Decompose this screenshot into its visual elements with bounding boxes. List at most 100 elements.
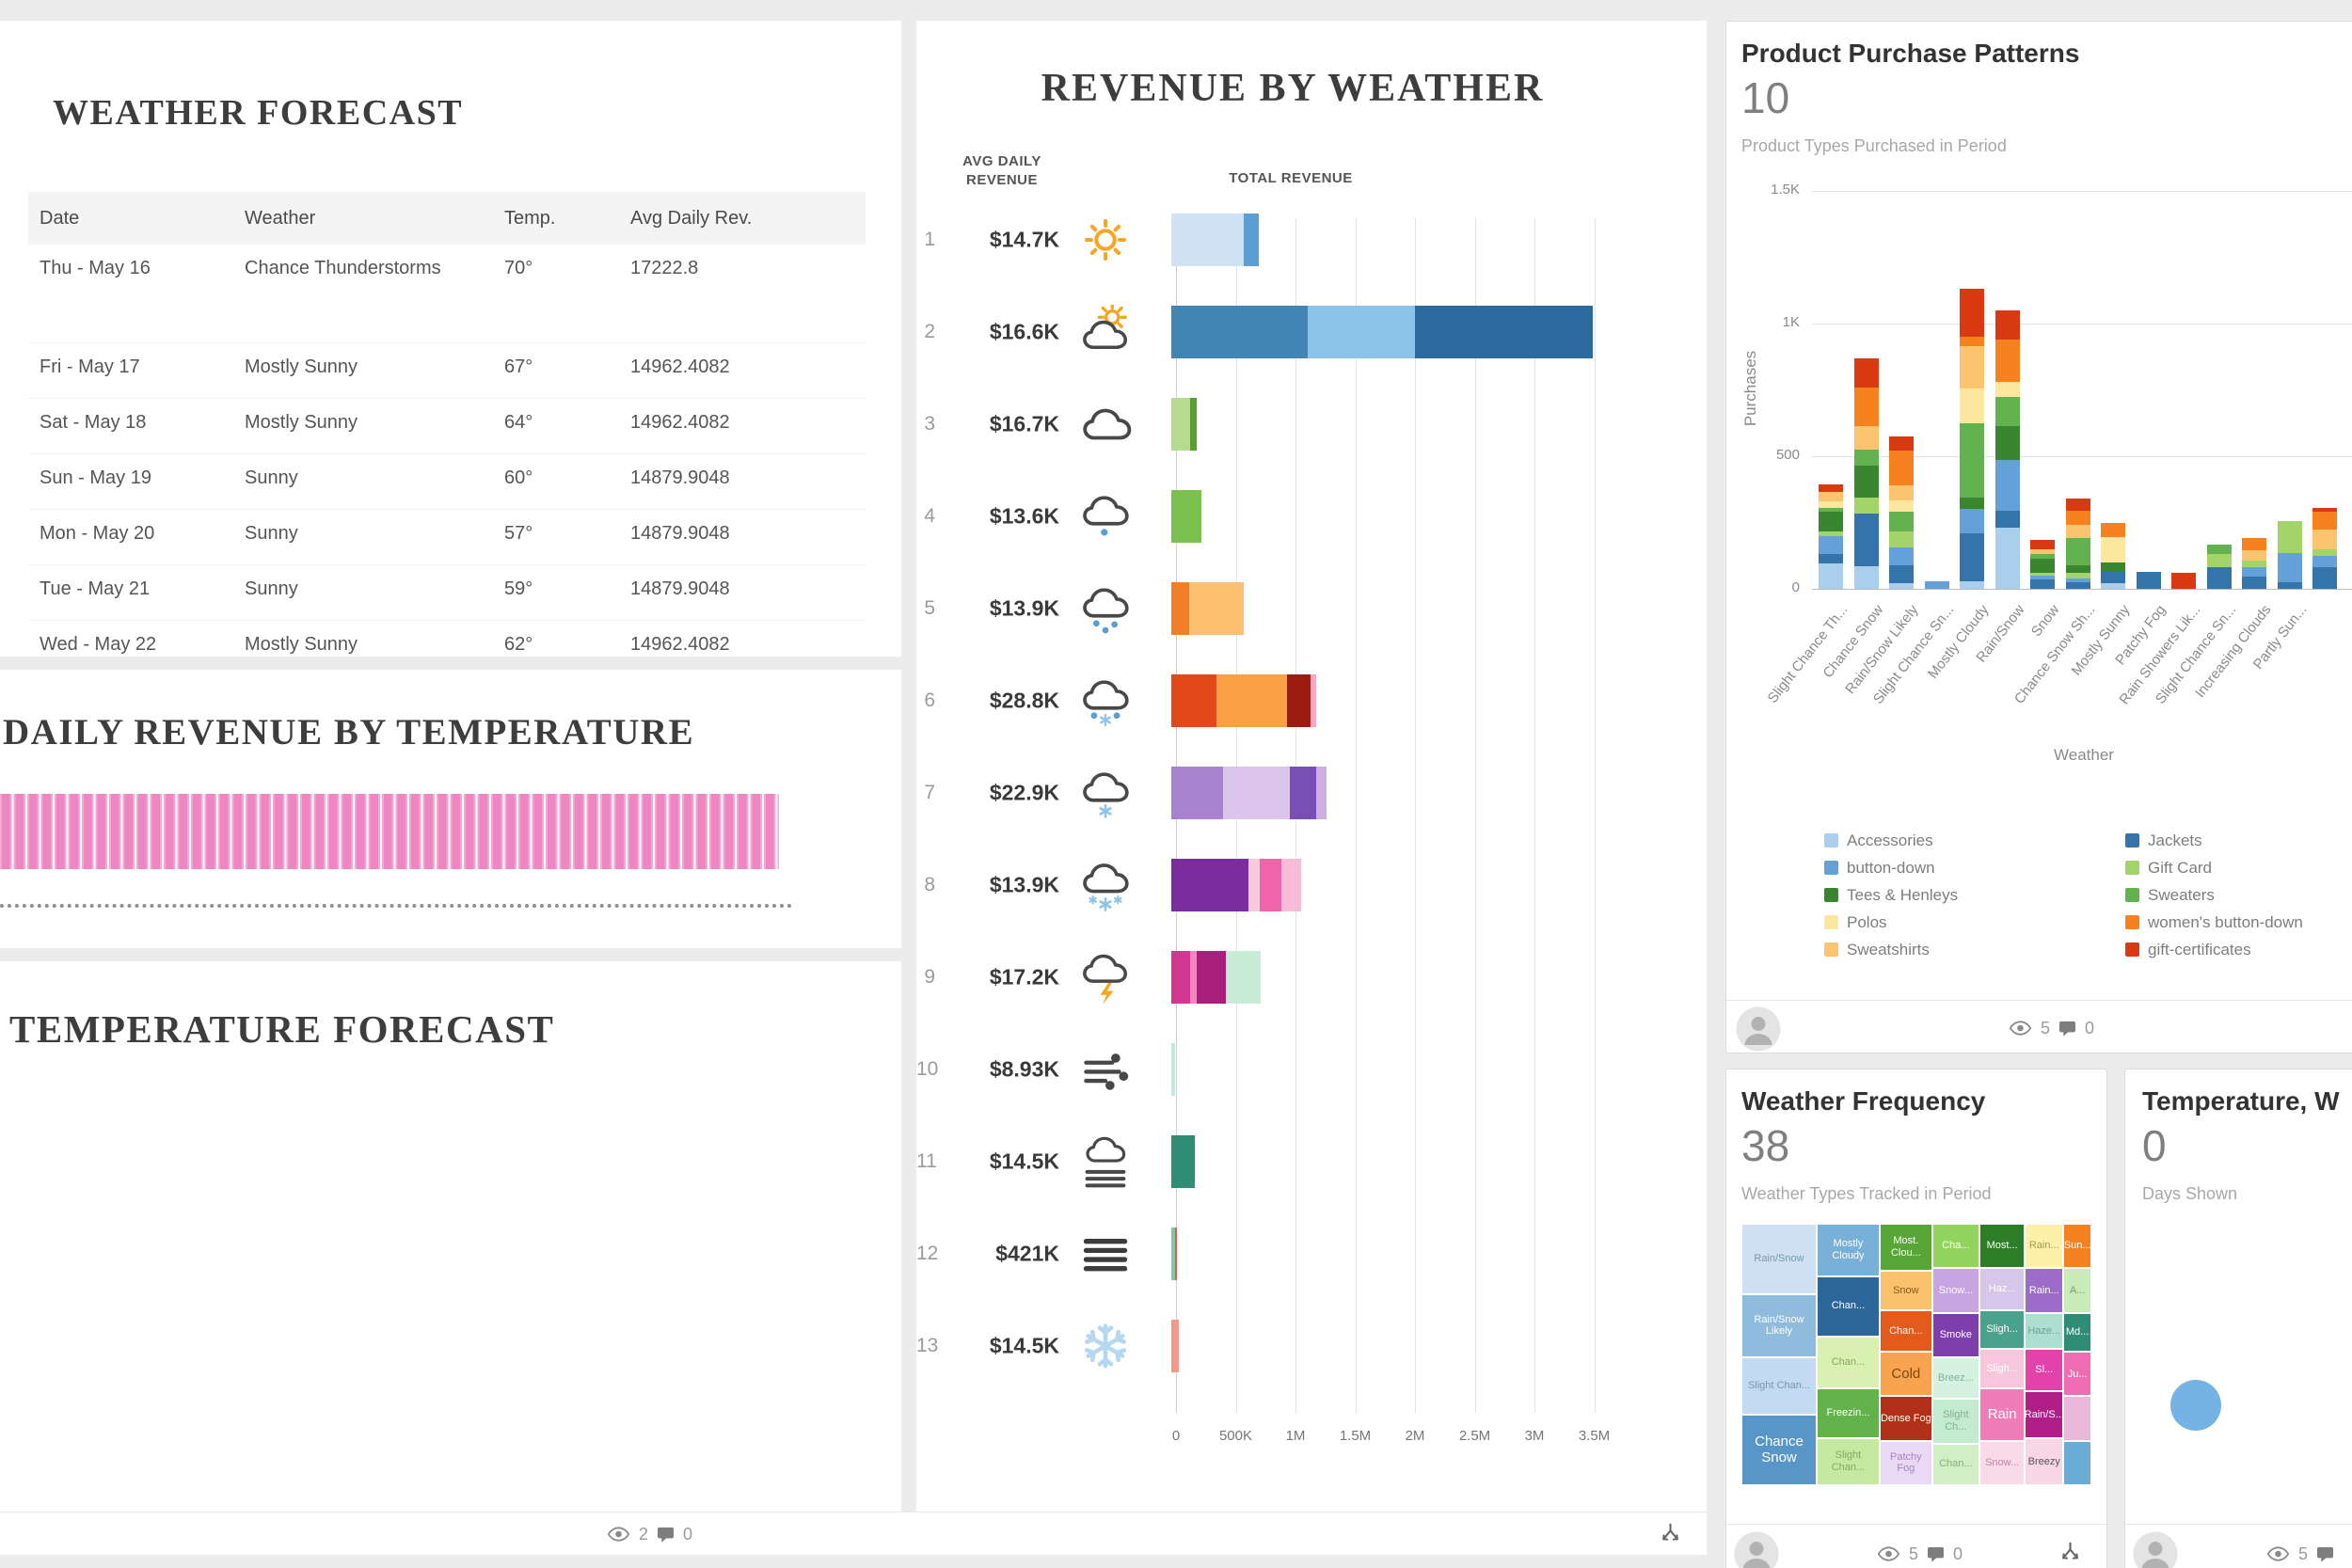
bar-segment[interactable] [2030,573,2055,576]
bar-segment[interactable] [1924,580,1949,589]
bar-segment[interactable] [1315,767,1327,819]
stacked-bar[interactable] [1171,859,1302,911]
bar-segment[interactable] [1853,465,1879,498]
bar-segment[interactable] [1189,582,1245,635]
revenue-row[interactable]: 7 $22.9K [916,747,1707,839]
bar-segment[interactable] [2242,567,2266,578]
legend-item[interactable]: women's button-down [2125,909,2303,936]
treemap-cell[interactable]: Slight Chan... [1741,1356,1817,1415]
legend-item[interactable]: Gift Card [2125,854,2303,881]
bar-segment[interactable] [2136,571,2161,589]
stacked-bar[interactable] [1171,674,1316,727]
treemap-cell[interactable]: Mostly Cloudy [1816,1224,1880,1276]
table-row[interactable]: Tue - May 21 Sunny 59° 14879.9048 [28,565,866,621]
treemap-cell[interactable]: Rain... [2025,1268,2064,1313]
legend-item[interactable]: Jackets [2125,827,2303,854]
treemap-cell[interactable]: Most... [1979,1224,2026,1269]
revenue-row[interactable]: 9 $17.2K [916,931,1707,1023]
treemap-cell[interactable]: Slight Ch... [1931,1399,1979,1444]
bar-segment[interactable] [2030,554,2055,559]
table-row[interactable]: Sun - May 19 Sunny 60° 14879.9048 [28,454,866,510]
bar-segment[interactable] [1171,214,1245,266]
revenue-row[interactable]: 4 $13.6K [916,470,1707,562]
treemap-cell[interactable]: Smoke [1931,1312,1979,1357]
bar-segment[interactable] [1819,554,1843,564]
avatar[interactable] [2133,1531,2178,1568]
comments-icon[interactable] [2058,1021,2076,1037]
revenue-row[interactable]: 5 $13.9K [916,562,1707,655]
revenue-row[interactable]: 6 $28.8K [916,655,1707,747]
stacked-bar[interactable] [1171,214,1259,266]
bar-segment[interactable] [1889,499,1914,513]
treemap-cell[interactable]: Cold [1879,1352,1932,1397]
bar-segment[interactable] [1310,674,1316,727]
bar-segment[interactable] [1171,1227,1175,1280]
avatar[interactable] [1734,1531,1779,1568]
bar-segment[interactable] [1819,483,1843,493]
bar-segment[interactable] [2277,521,2302,553]
bar-segment[interactable] [1819,492,1843,501]
treemap-cell[interactable]: Sun... [2063,1224,2091,1269]
revenue-row[interactable]: 1 $14.7K [916,194,1707,286]
bar-segment[interactable] [1190,398,1198,451]
bar-segment[interactable] [2101,522,2125,538]
bar-segment[interactable] [1960,345,1984,389]
revenue-row[interactable]: 3 $16.7K [916,378,1707,470]
treemap-cell[interactable]: Snow... [1979,1440,2026,1485]
legend-item[interactable]: button-down [1824,854,1958,881]
bar-segment[interactable] [2030,575,2055,580]
treemap-cell[interactable]: Rain/S... [2025,1390,2064,1438]
treemap-cell[interactable]: Chan... [1879,1309,1932,1353]
bar-segment[interactable] [1960,497,1984,510]
bar-segment[interactable] [2171,573,2196,589]
comments-icon[interactable] [1927,1546,1945,1562]
bar-segment[interactable] [1307,306,1416,358]
bar-segment[interactable] [2242,550,2266,562]
bar-segment[interactable] [1994,396,2020,426]
bar-segment[interactable] [2101,562,2125,572]
views-icon[interactable] [607,1527,630,1542]
bar-segment[interactable] [2312,508,2337,513]
bar-segment[interactable] [1889,531,1914,548]
bar-segment[interactable] [1853,425,1879,450]
drill-hierarchy-icon[interactable] [1658,1521,1683,1546]
bar-segment[interactable] [1819,512,1843,532]
bar-segment[interactable] [1171,306,1308,358]
treemap-cell[interactable]: Md... [2063,1312,2091,1353]
bar-segment[interactable] [1889,512,1914,532]
bar-segment[interactable] [1171,490,1202,543]
bar-segment[interactable] [2065,581,2090,589]
stacked-bar[interactable] [1171,951,1262,1004]
bar-segment[interactable] [1994,339,2020,383]
bar-segment[interactable] [1174,1227,1178,1280]
bar-segment[interactable] [2065,525,2090,539]
bar-segment[interactable] [1960,388,1984,423]
bar-segment[interactable] [1960,422,1984,498]
legend-item[interactable]: Polos [1824,909,1958,936]
bar-segment[interactable] [1216,674,1287,727]
bar-segment[interactable] [1960,289,1984,338]
stacked-bar[interactable] [1171,1320,1179,1372]
stacked-bar[interactable] [1171,490,1202,543]
bar-segment[interactable] [2030,558,2055,574]
treemap-cell[interactable]: Rain/Snow Likely [1741,1294,1817,1357]
treemap-cell[interactable]: Rain... [2025,1224,2064,1269]
drill-hierarchy-icon[interactable] [2058,1540,2083,1565]
stacked-bar[interactable] [1171,398,1198,451]
bar-segment[interactable] [1960,580,1984,589]
table-row[interactable]: Mon - May 20 Sunny 57° 14879.9048 [28,510,866,565]
bar-segment[interactable] [1994,510,2020,529]
treemap-cell[interactable]: Breez... [1931,1356,1979,1400]
bar-segment[interactable] [1171,398,1191,451]
bar-segment[interactable] [1819,531,1843,536]
stacked-bar[interactable] [1171,1227,1178,1280]
bar-segment[interactable] [1286,674,1311,727]
bar-segment[interactable] [1171,1135,1196,1188]
bar-segment[interactable] [2030,548,2055,555]
bar-segment[interactable] [2065,564,2090,574]
bar-segment[interactable] [2277,581,2302,589]
treemap-cell[interactable]: A... [2063,1268,2091,1313]
bar-segment[interactable] [1171,582,1190,635]
bar-segment[interactable] [2312,512,2337,530]
treemap-cell[interactable]: Slight Chan... [1816,1437,1880,1485]
